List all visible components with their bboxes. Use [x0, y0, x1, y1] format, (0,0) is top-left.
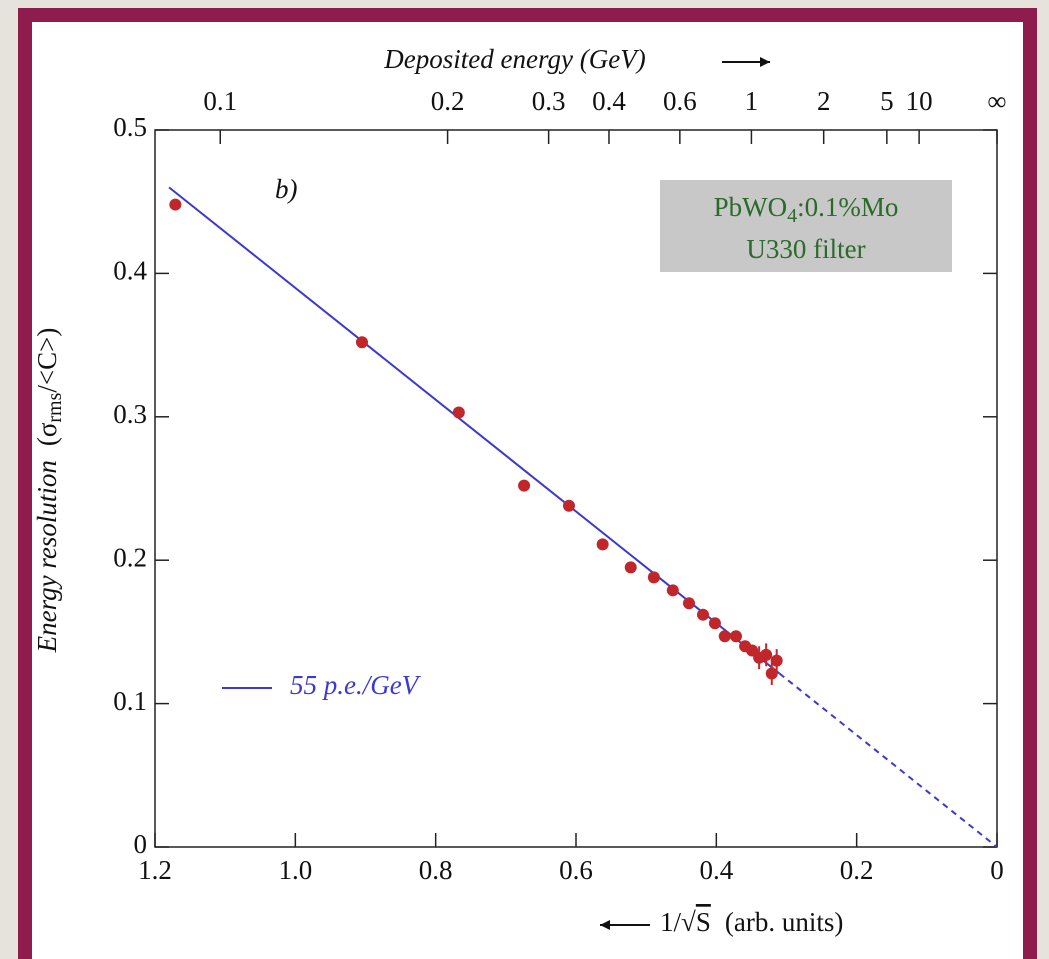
y-tick-label: 0.3: [113, 399, 147, 429]
data-point: [770, 654, 783, 667]
x2-tick-label: 0.6: [663, 86, 697, 116]
x2-tick-label: 0.4: [592, 86, 626, 116]
info-box: [660, 180, 952, 272]
x-tick-label: 1.0: [278, 855, 312, 885]
y-axis-title: Energy resolution (σrms/<C>): [32, 328, 65, 654]
title-arrow-head: [760, 57, 770, 67]
x2-tick-label: 0.3: [532, 86, 566, 116]
data-point: [666, 584, 679, 597]
x2-tick-label: 1: [745, 86, 759, 116]
x2-tick-label: 10: [906, 86, 933, 116]
x-tick-label: 0.2: [840, 855, 874, 885]
top-axis-title: Deposited energy (GeV): [383, 44, 645, 74]
x-tick-label: 1.2: [138, 855, 172, 885]
fit-line: [778, 672, 998, 848]
info-part: 4: [787, 205, 797, 227]
data-point: [765, 667, 778, 680]
x2-tick-label: 0.1: [203, 86, 237, 116]
data-point: [682, 597, 695, 610]
data-point: [760, 648, 773, 661]
y-title-part: (σ: [32, 422, 62, 446]
data-point: [697, 608, 710, 621]
info-part: PbWO: [714, 192, 788, 222]
data-point: [718, 630, 731, 643]
y-tick-label: 0: [134, 829, 148, 859]
x-arrow-head: [600, 920, 610, 930]
x-title-part: (arb. units): [725, 907, 843, 937]
data-point: [518, 479, 531, 492]
x-tick-label: 0: [990, 855, 1004, 885]
x-tick-label: 0.6: [559, 855, 593, 885]
y-title-part: /<C>): [32, 328, 62, 393]
y-tick-label: 0.4: [113, 256, 147, 286]
y-tick-label: 0.5: [113, 112, 147, 142]
data-point: [355, 336, 368, 349]
panel-label: b): [275, 174, 298, 204]
x-tick-label: 0.4: [699, 855, 733, 885]
info-part: :0.1%Mo: [797, 192, 898, 222]
info-line-2: U330 filter: [746, 234, 865, 264]
data-point: [169, 198, 182, 211]
data-point: [624, 561, 637, 574]
x-title-part: S: [696, 907, 711, 937]
x-axis-title: 1/√S (arb. units): [660, 907, 843, 937]
y-title-part: Energy resolution: [32, 460, 62, 653]
legend-label: 55 p.e./GeV: [290, 670, 422, 700]
data-point: [596, 538, 609, 551]
x-tick-label: 0.8: [419, 855, 453, 885]
data-point: [452, 406, 465, 419]
x2-tick-label: 2: [817, 86, 831, 116]
x2-tick-label: 5: [880, 86, 894, 116]
x-title-part: 1/√: [660, 907, 696, 937]
y-title-part: rms: [44, 392, 66, 422]
info-line-1: PbWO4:0.1%Mo: [714, 192, 899, 226]
data-point: [647, 571, 660, 584]
data-point: [562, 499, 575, 512]
data-point: [729, 630, 742, 643]
data-point: [708, 617, 721, 630]
x2-tick-label: 0.2: [431, 86, 465, 116]
y-tick-label: 0.1: [113, 686, 147, 716]
y-tick-label: 0.2: [113, 542, 147, 572]
x2-tick-label: ∞: [987, 86, 1006, 116]
